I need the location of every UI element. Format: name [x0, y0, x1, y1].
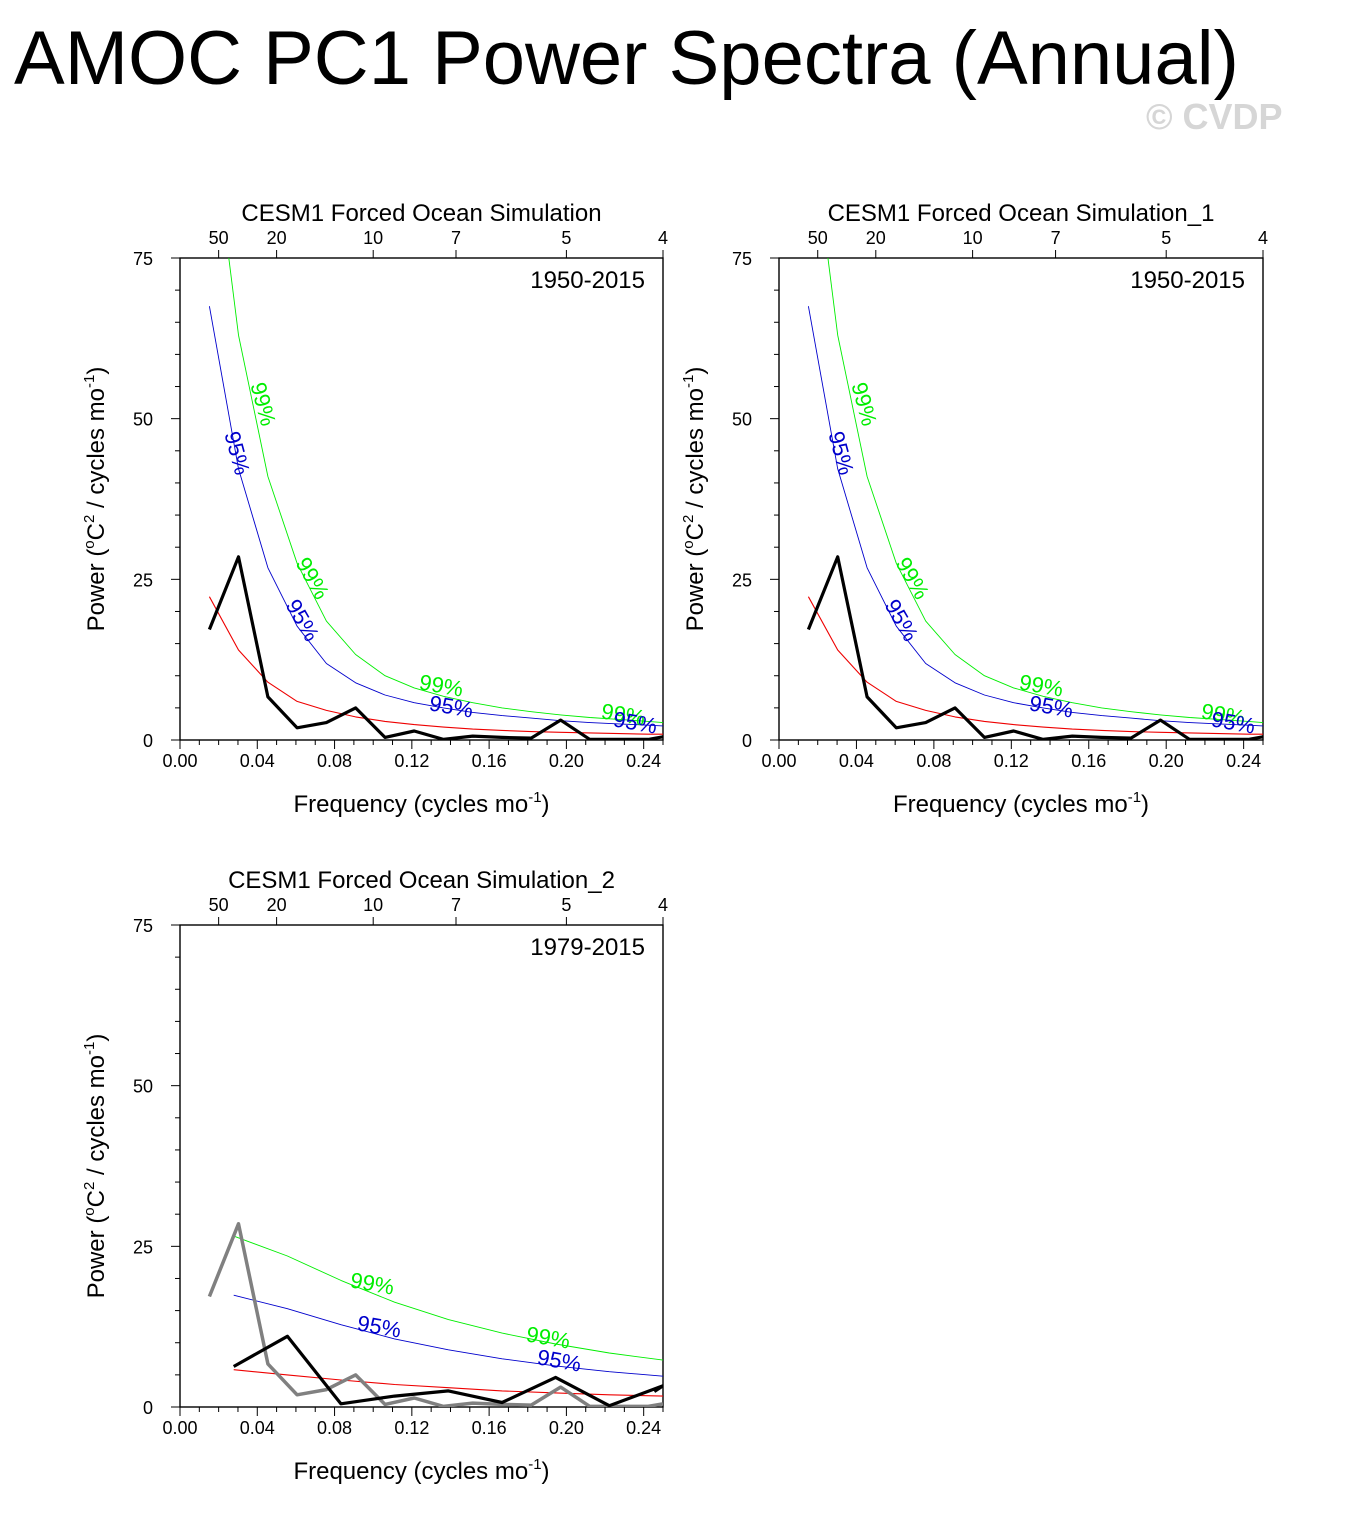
y-tick-label: 25	[732, 570, 752, 590]
conf95-label: 95%	[1027, 690, 1075, 722]
red-noise-line	[807, 596, 1263, 735]
spectrum-line	[806, 555, 1263, 740]
period-range-label: 1950-2015	[1130, 267, 1245, 294]
x-tick-label: 0.00	[162, 751, 197, 771]
x-tick-label: 0.04	[240, 1418, 275, 1438]
period-tick-label: 4	[658, 228, 668, 248]
conf99-line	[827, 258, 1263, 724]
period-tick-label: 5	[561, 228, 571, 248]
conf99-label: 99%	[348, 1267, 396, 1299]
conf99-line	[233, 1235, 663, 1361]
period-range-label: 1979-2015	[530, 934, 645, 961]
x-tick-label: 0.20	[549, 751, 584, 771]
period-tick-label: 10	[363, 228, 383, 248]
y-tick-label: 75	[133, 249, 153, 269]
x-tick-label: 0.24	[626, 1418, 661, 1438]
x-tick-label: 0.08	[317, 1418, 352, 1438]
x-tick-label: 0.08	[916, 751, 951, 771]
period-range-label: 1950-2015	[530, 267, 645, 294]
y-tick-label: 0	[742, 731, 752, 751]
period-tick-label: 4	[658, 895, 668, 915]
x-tick-label: 0.16	[472, 1418, 507, 1438]
period-tick-label: 4	[1258, 228, 1268, 248]
period-tick-label: 20	[267, 228, 287, 248]
y-tick-label: 25	[133, 570, 153, 590]
conf99-label: 99%	[245, 380, 281, 429]
period-tick-label: 50	[808, 228, 828, 248]
x-tick-label: 0.04	[839, 751, 874, 771]
conf95-label: 95%	[219, 429, 255, 478]
x-tick-label: 0.24	[1226, 751, 1261, 771]
x-tick-label: 0.08	[317, 751, 352, 771]
x-tick-label: 0.20	[549, 1418, 584, 1438]
conf99-label: 99%	[891, 553, 935, 604]
period-tick-label: 7	[451, 228, 461, 248]
conf95-label: 95%	[355, 1310, 403, 1342]
x-tick-label: 0.04	[240, 751, 275, 771]
period-tick-label: 10	[363, 895, 383, 915]
conf95-line	[233, 1294, 663, 1377]
y-tick-label: 75	[732, 249, 752, 269]
conf95-label: 95%	[880, 595, 924, 646]
y-axis-label: Power (oC2 / cycles mo-1)	[81, 1034, 110, 1299]
conf95-label: 95%	[535, 1344, 583, 1376]
y-tick-label: 25	[133, 1237, 153, 1257]
period-tick-label: 5	[1161, 228, 1171, 248]
plot-frame	[179, 924, 664, 1408]
panel-title: CESM1 Forced Ocean Simulation	[241, 200, 601, 227]
y-tick-label: 50	[732, 410, 752, 430]
conf95-line	[208, 306, 663, 727]
conf95-label: 95%	[823, 429, 859, 478]
x-tick-label: 0.24	[626, 751, 661, 771]
reference-spectrum-line	[207, 1222, 663, 1407]
period-tick-label: 7	[451, 895, 461, 915]
x-tick-label: 0.00	[761, 751, 796, 771]
cvdp-watermark: © CVDP	[1146, 96, 1283, 137]
period-tick-label: 20	[866, 228, 886, 248]
x-axis-label: Frequency (cycles mo-1)	[293, 789, 549, 818]
y-axis-label: Power (oC2 / cycles mo-1)	[680, 367, 709, 632]
panel-title: CESM1 Forced Ocean Simulation_2	[228, 867, 615, 894]
y-tick-label: 0	[143, 1398, 153, 1418]
spectrum-line	[207, 555, 663, 740]
conf95-line	[807, 306, 1263, 727]
conf99-line	[228, 258, 663, 724]
red-noise-line	[208, 596, 663, 735]
period-tick-label: 5	[561, 895, 571, 915]
y-tick-label: 75	[133, 916, 153, 936]
x-tick-label: 0.20	[1149, 751, 1184, 771]
period-tick-label: 50	[209, 228, 229, 248]
period-tick-label: 7	[1051, 228, 1061, 248]
x-axis-label: Frequency (cycles mo-1)	[893, 789, 1149, 818]
period-tick-label: 50	[209, 895, 229, 915]
conf95-label: 95%	[281, 595, 325, 646]
x-tick-label: 0.12	[394, 1418, 429, 1438]
x-tick-label: 0.16	[472, 751, 507, 771]
period-tick-label: 10	[963, 228, 983, 248]
conf99-label: 99%	[846, 380, 882, 429]
x-axis-label: Frequency (cycles mo-1)	[293, 1456, 549, 1485]
x-tick-label: 0.12	[994, 751, 1029, 771]
page-title: AMOC PC1 Power Spectra (Annual)	[14, 16, 1239, 101]
spectrum-line	[232, 1334, 663, 1407]
period-tick-label: 20	[267, 895, 287, 915]
plot-frame	[778, 257, 1264, 741]
conf95-label: 95%	[427, 690, 475, 722]
x-tick-label: 0.16	[1071, 751, 1106, 771]
y-tick-label: 50	[133, 410, 153, 430]
x-tick-label: 0.00	[162, 1418, 197, 1438]
plot-frame	[179, 257, 664, 741]
conf99-label: 99%	[291, 553, 335, 604]
x-tick-label: 0.12	[394, 751, 429, 771]
red-noise-line	[233, 1369, 663, 1397]
y-axis-label: Power (oC2 / cycles mo-1)	[81, 367, 110, 632]
y-tick-label: 0	[143, 731, 153, 751]
panel-title: CESM1 Forced Ocean Simulation_1	[828, 200, 1215, 227]
y-tick-label: 50	[133, 1077, 153, 1097]
